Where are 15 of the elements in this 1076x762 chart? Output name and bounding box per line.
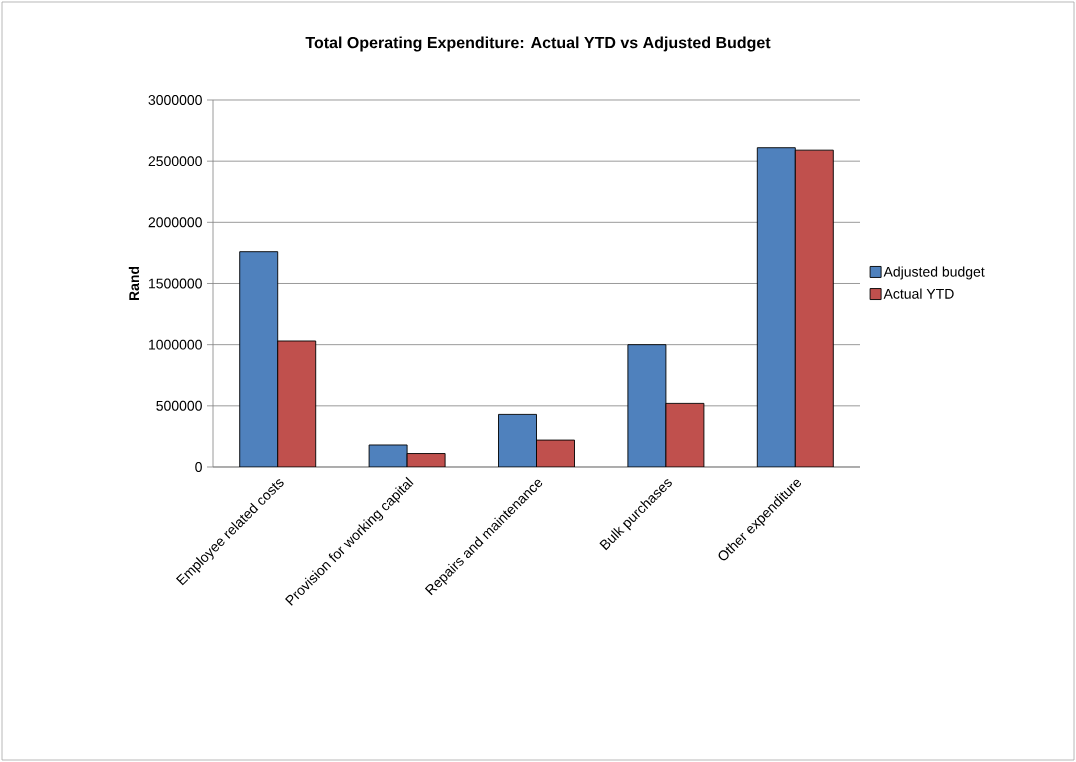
y-tick-label: 2500000 (148, 156, 202, 167)
y-tick-label: 1500000 (149, 278, 202, 289)
bar (536, 439, 575, 467)
y-axis-title: Rand (128, 266, 140, 301)
legend-label: Adjusted budget (883, 266, 985, 280)
legend-label: Actual YTD (883, 288, 954, 299)
y-tick-label: 500000 (156, 400, 202, 411)
y-tick-label: 3000000 (148, 95, 202, 105)
bar (277, 340, 317, 467)
y-tick-label: 0 (195, 462, 202, 472)
y-tick-label: 1000000 (149, 339, 202, 350)
bar (665, 402, 705, 467)
y-tick-label: 2000000 (148, 217, 202, 228)
bar (794, 149, 834, 467)
chart-title: Total Operating Expenditure: Actual YTD vs Adjusted Budget (305, 36, 771, 52)
